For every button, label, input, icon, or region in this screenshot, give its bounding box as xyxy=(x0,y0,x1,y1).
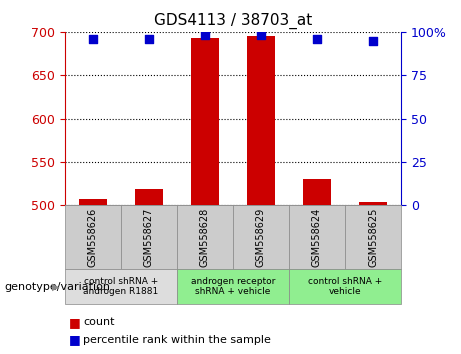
Text: GSM558626: GSM558626 xyxy=(88,207,98,267)
Point xyxy=(145,36,152,42)
Bar xyxy=(303,179,331,205)
Text: genotype/variation: genotype/variation xyxy=(5,282,111,292)
Text: control shRNA +
vehicle: control shRNA + vehicle xyxy=(308,277,382,296)
Bar xyxy=(247,36,275,205)
Point xyxy=(89,36,96,42)
Text: ■: ■ xyxy=(69,333,81,346)
Text: ▶: ▶ xyxy=(53,282,60,292)
Bar xyxy=(359,202,387,205)
Bar xyxy=(191,38,219,205)
Text: GSM558625: GSM558625 xyxy=(368,207,378,267)
Point xyxy=(201,33,208,38)
Bar xyxy=(78,199,106,205)
Point xyxy=(257,33,265,38)
Text: GSM558624: GSM558624 xyxy=(312,207,322,267)
Point xyxy=(313,36,321,42)
Text: control shRNA +
androgen R1881: control shRNA + androgen R1881 xyxy=(83,277,158,296)
Bar xyxy=(135,189,163,205)
Text: GSM558629: GSM558629 xyxy=(256,207,266,267)
Title: GDS4113 / 38703_at: GDS4113 / 38703_at xyxy=(154,13,312,29)
Point xyxy=(369,38,377,44)
Text: ■: ■ xyxy=(69,316,81,329)
Text: GSM558627: GSM558627 xyxy=(144,207,154,267)
Text: percentile rank within the sample: percentile rank within the sample xyxy=(83,335,271,345)
Text: androgen receptor
shRNA + vehicle: androgen receptor shRNA + vehicle xyxy=(190,277,275,296)
Text: count: count xyxy=(83,317,114,327)
Text: GSM558628: GSM558628 xyxy=(200,207,210,267)
